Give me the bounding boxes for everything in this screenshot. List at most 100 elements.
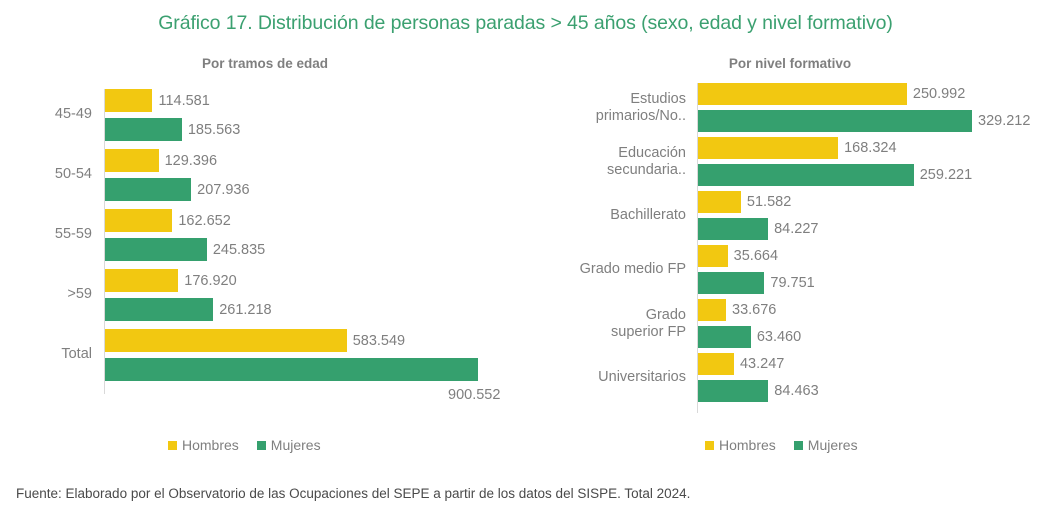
bar-row: 207.936	[105, 178, 560, 201]
bar-hombres[interactable]	[698, 191, 741, 213]
legend-item-hombres[interactable]: Hombres	[168, 437, 239, 453]
bar-mujeres[interactable]	[105, 238, 207, 261]
bar-mujeres[interactable]	[698, 272, 765, 294]
legend-label-hombres: Hombres	[182, 437, 239, 453]
bar-row: 129.396	[105, 149, 560, 172]
bar-mujeres[interactable]	[698, 380, 769, 402]
category-label: Grado medio FP	[579, 260, 686, 277]
bar-hombres[interactable]	[698, 83, 907, 105]
bar-value-label: 84.463	[774, 383, 819, 399]
legend-label-mujeres: Mujeres	[807, 437, 858, 453]
bar-hombres[interactable]	[105, 149, 159, 172]
category-label: 55-59	[54, 226, 92, 242]
bar-value-label: 207.936	[197, 181, 250, 198]
category-label: >59	[67, 286, 92, 302]
bar-value-label: 162.652	[178, 212, 231, 229]
bar-mujeres[interactable]	[698, 110, 972, 132]
bar-mujeres[interactable]	[698, 164, 914, 186]
bar-group: Grado superior FP 33.676 63.460	[560, 299, 1051, 348]
legend-item-hombres[interactable]: Hombres	[705, 437, 776, 453]
category-label: 45-49	[54, 106, 92, 122]
bar-row: 259.221	[698, 164, 1051, 186]
bar-group: Universitarios 43.247 84.463	[560, 353, 1051, 402]
category-label: Universitarios	[598, 368, 686, 385]
bar-value-label: 35.664	[733, 248, 779, 264]
legend-item-mujeres[interactable]: Mujeres	[256, 437, 321, 453]
bar-row: 162.652	[105, 209, 560, 232]
bar-group: Total 583.549 900.552	[0, 329, 560, 403]
bar-group: 55-59 162.652 245.835	[0, 209, 560, 261]
bar-hombres[interactable]	[105, 329, 347, 352]
bar-value-label: 43.247	[739, 356, 785, 372]
plot-area-education-level: Estudios primarios/No.. 250.992 329.212 Educ…	[560, 83, 1051, 413]
category-label: Grado superior FP	[611, 306, 686, 340]
bar-value-label: 329.212	[978, 113, 1031, 129]
bar-hombres[interactable]	[105, 209, 173, 232]
bar-hombres[interactable]	[698, 299, 727, 321]
bar-hombres[interactable]	[105, 269, 179, 292]
bar-row: 261.218	[105, 298, 560, 321]
bar-row: 51.582	[698, 191, 1051, 213]
bar-row: 168.324	[698, 137, 1051, 159]
bar-hombres[interactable]	[105, 89, 153, 112]
plot-area-age-groups: 45-49 114.581 185.563 50-54 129.396 207.936 55…	[0, 89, 560, 403]
bar-row: 176.920	[105, 269, 560, 292]
category-label: Estudios primarios/No..	[595, 90, 686, 124]
bar-row: 35.664	[698, 245, 1051, 267]
bar-value-label: 261.218	[219, 301, 272, 318]
y-axis-line	[697, 83, 698, 413]
bar-row: 84.227	[698, 218, 1051, 240]
bar-group: Educación secundaria.. 168.324 259.221	[560, 137, 1051, 186]
bar-row: 84.463	[698, 380, 1051, 402]
bar-value-label: 63.460	[756, 329, 802, 345]
bar-mujeres[interactable]	[105, 178, 192, 201]
legend-age-groups: Hombres Mujeres	[168, 437, 321, 453]
bar-group: Estudios primarios/No.. 250.992 329.212	[560, 83, 1051, 132]
bar-value-label: 583.549	[352, 332, 406, 349]
bar-group: Grado medio FP 35.664 79.751	[560, 245, 1051, 294]
bar-mujeres[interactable]	[105, 298, 214, 321]
bar-row: 900.552	[105, 358, 560, 403]
bar-row: 250.992	[698, 83, 1051, 105]
bar-hombres[interactable]	[698, 245, 728, 267]
category-label: Bachillerato	[610, 206, 686, 223]
bar-value-label: 114.581	[158, 92, 210, 109]
panel-subtitle-age-groups: Por tramos de edad	[201, 56, 329, 71]
category-label: 50-54	[54, 166, 92, 182]
bar-hombres[interactable]	[698, 353, 734, 375]
legend-swatch-hombres-icon	[705, 440, 714, 450]
bar-value-label: 84.227	[774, 221, 819, 237]
bar-hombres[interactable]	[698, 137, 839, 159]
bar-mujeres[interactable]	[698, 218, 769, 240]
bar-row: 245.835	[105, 238, 560, 261]
category-label: Educación secundaria..	[607, 144, 686, 178]
bar-row: 33.676	[698, 299, 1051, 321]
y-axis-line	[104, 89, 105, 394]
bar-mujeres[interactable]	[698, 326, 751, 348]
legend-label-mujeres: Mujeres	[270, 437, 321, 453]
bar-mujeres[interactable]	[105, 358, 478, 381]
bar-value-label: 259.221	[919, 167, 973, 183]
legend-swatch-mujeres-icon	[256, 440, 266, 450]
bar-row: 79.751	[698, 272, 1051, 294]
bar-value-label: 900.552	[448, 387, 501, 403]
legend-label-hombres: Hombres	[719, 437, 776, 453]
bar-value-label: 168.324	[844, 140, 897, 156]
legend-swatch-mujeres-icon	[793, 440, 803, 450]
bar-row: 329.212	[698, 110, 1051, 132]
bar-value-label: 250.992	[912, 86, 966, 102]
panel-subtitle-education-level: Por nivel formativo	[728, 56, 852, 71]
bar-value-label: 245.835	[212, 241, 266, 258]
bar-group: 50-54 129.396 207.936	[0, 149, 560, 201]
legend-item-mujeres[interactable]: Mujeres	[793, 437, 858, 453]
bar-row: 43.247	[698, 353, 1051, 375]
bar-row: 114.581	[105, 89, 560, 112]
source-note: Fuente: Elaborado por el Observatorio de…	[16, 486, 691, 501]
legend-swatch-hombres-icon	[168, 440, 177, 450]
legend-education-level: Hombres Mujeres	[705, 437, 858, 453]
panel-education-level: Por nivel formativo Estudios primarios/No…	[560, 55, 1051, 413]
bar-row: 185.563	[105, 118, 560, 141]
bar-value-label: 51.582	[746, 194, 792, 210]
bar-mujeres[interactable]	[105, 118, 182, 141]
